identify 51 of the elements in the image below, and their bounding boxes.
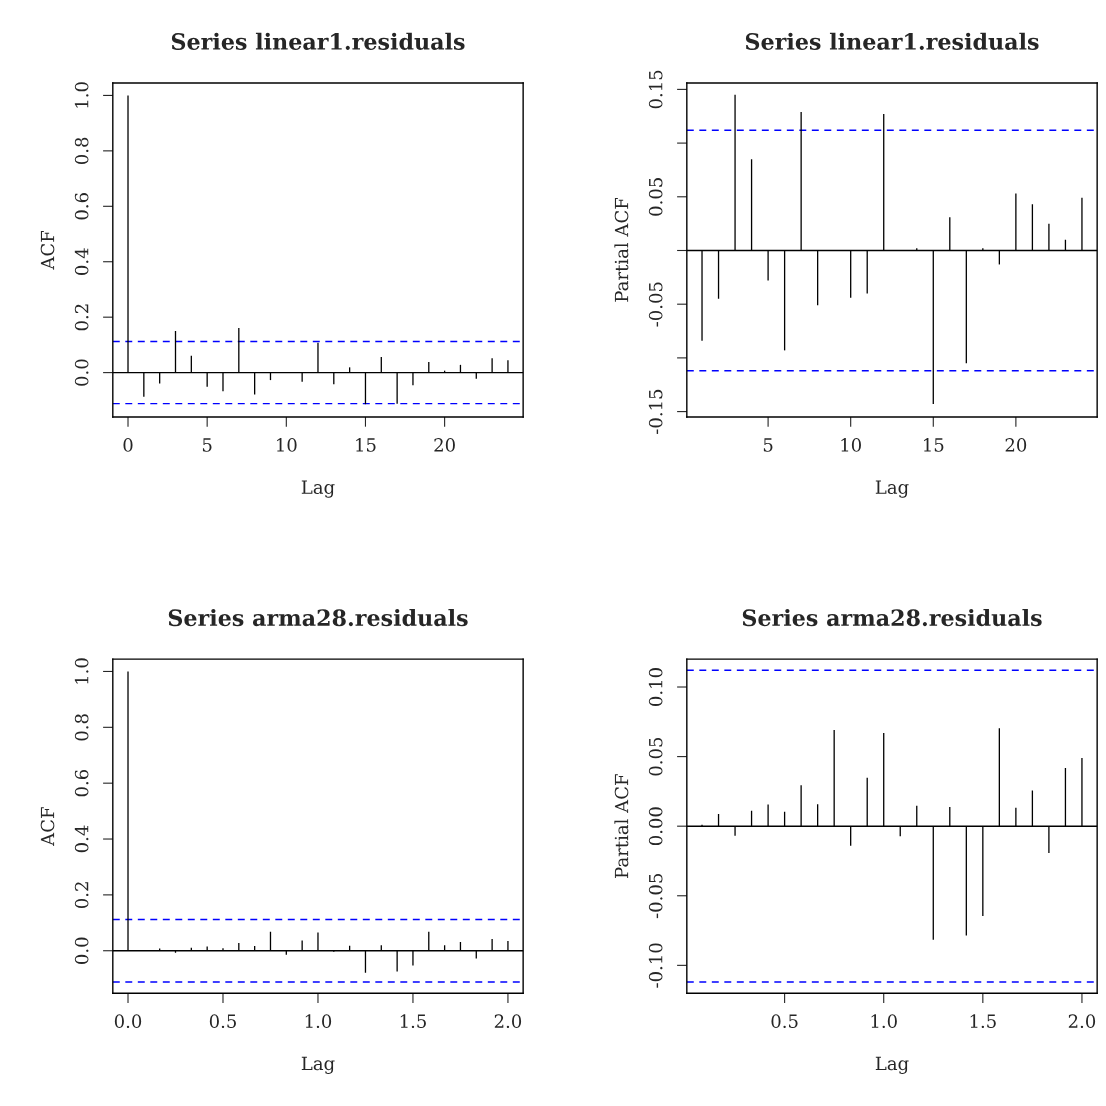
x-axis-title: Lag xyxy=(301,1056,335,1074)
y-tick-label: 0.4 xyxy=(74,825,89,853)
x-tick-label: 2.0 xyxy=(1068,1014,1096,1028)
y-tick-label: -0.10 xyxy=(648,943,663,988)
x-tick-label: 0.5 xyxy=(771,1014,798,1028)
x-tick-label: 20 xyxy=(434,438,455,452)
y-tick-label: 0.6 xyxy=(74,769,89,797)
chart-title: Series arma28.residuals xyxy=(168,608,468,627)
y-tick-label: 1.0 xyxy=(74,82,89,108)
x-tick-label: 15 xyxy=(356,438,376,452)
x-tick-label: 1.5 xyxy=(970,1014,996,1028)
y-axis-title: Partial ACF xyxy=(614,774,629,878)
x-tick-label: 1.5 xyxy=(400,1014,426,1028)
y-axis-title: ACF xyxy=(40,807,55,846)
chart-title: Series linear1.residuals xyxy=(171,32,465,50)
y-tick-label: 0.4 xyxy=(74,248,89,275)
y-tick-label: 0.2 xyxy=(74,882,89,909)
x-tick-label: 10 xyxy=(841,438,861,452)
x-tick-label: 0 xyxy=(123,438,133,452)
y-tick-label: 0.0 xyxy=(74,359,89,386)
x-tick-label: 10 xyxy=(277,438,297,452)
y-tick-label: 0.10 xyxy=(648,668,663,706)
x-tick-label: 15 xyxy=(924,438,944,452)
chart-title: Series arma28.residuals xyxy=(742,608,1042,627)
x-tick-label: 0.0 xyxy=(114,1014,142,1028)
y-tick-label: 0.6 xyxy=(74,193,89,220)
y-tick-label: 0.8 xyxy=(74,137,89,165)
x-tick-label: 2.0 xyxy=(494,1014,522,1028)
chart-title: Series linear1.residuals xyxy=(745,32,1039,50)
x-tick-label: 5 xyxy=(202,438,212,452)
x-tick-label: 0.5 xyxy=(209,1014,236,1028)
x-axis-title: Lag xyxy=(875,1056,909,1074)
y-tick-label: 0.0 xyxy=(74,937,89,964)
x-axis-title: Lag xyxy=(301,480,335,498)
y-tick-label: -0.05 xyxy=(648,874,663,919)
x-axis-title: Lag xyxy=(875,480,909,498)
x-tick-label: 1.0 xyxy=(305,1014,332,1028)
y-tick-label: -0.15 xyxy=(648,389,663,434)
y-tick-label: 0.05 xyxy=(648,737,663,776)
y-tick-label: 0.8 xyxy=(74,714,89,741)
y-tick-label: 0.00 xyxy=(648,807,663,846)
y-tick-label: 0.2 xyxy=(74,304,89,331)
y-tick-label: 0.05 xyxy=(648,178,663,216)
y-tick-label: 1.0 xyxy=(74,658,89,684)
x-tick-label: 5 xyxy=(763,438,773,452)
x-tick-label: 20 xyxy=(1005,438,1027,452)
y-axis-title: Partial ACF xyxy=(614,198,629,302)
y-tick-label: -0.05 xyxy=(648,282,663,327)
x-tick-label: 1.0 xyxy=(871,1014,897,1028)
y-axis-title: ACF xyxy=(40,231,55,270)
y-tick-label: 0.15 xyxy=(648,70,663,109)
